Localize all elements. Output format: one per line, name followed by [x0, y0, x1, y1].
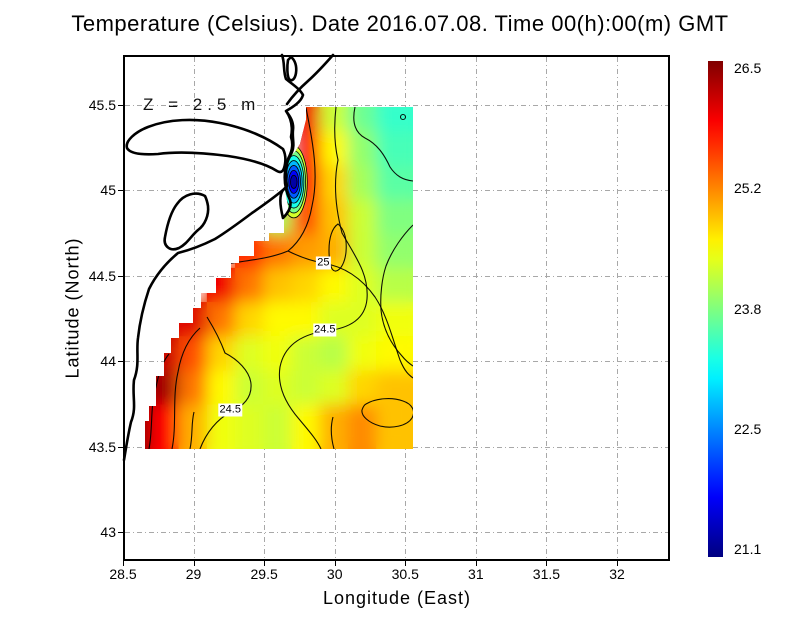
- y-tick-label: 43: [100, 524, 116, 540]
- x-tick-label: 31: [468, 566, 484, 582]
- colorbar-tick-label: 21.1: [734, 541, 762, 557]
- gridline-horizontal: [125, 105, 668, 106]
- gridline-horizontal: [125, 446, 668, 448]
- x-tick-label: 32: [609, 566, 625, 582]
- y-tick-mark: [118, 361, 123, 363]
- y-tick-mark: [118, 275, 123, 277]
- x-tick-mark: [123, 561, 124, 566]
- plot-title: Temperature (Celsius). Date 2016.07.08. …: [71, 11, 729, 36]
- x-tick-mark: [193, 561, 195, 566]
- gridline-vertical: [193, 57, 195, 559]
- x-tick-mark: [546, 561, 548, 566]
- gridline-vertical: [405, 57, 407, 559]
- y-axis-title: Latitude (North): [62, 237, 83, 379]
- contour-label: 25: [316, 256, 331, 270]
- gridline-vertical: [475, 57, 477, 559]
- x-tick-mark: [405, 561, 407, 566]
- y-tick-label: 44: [100, 353, 116, 370]
- gridline-vertical: [264, 57, 266, 559]
- x-tick-label: 30: [326, 566, 343, 582]
- gridline-horizontal: [125, 275, 668, 277]
- x-tick-mark: [264, 561, 266, 566]
- x-tick-label: 30.5: [391, 566, 419, 582]
- y-tick-mark: [118, 190, 123, 192]
- x-tick-label: 29: [185, 566, 202, 582]
- x-tick-label: 29.5: [250, 566, 278, 582]
- contour-label: 24.5: [218, 403, 242, 417]
- y-tick-mark: [118, 446, 123, 448]
- y-tick-mark: [118, 105, 123, 106]
- gridline-horizontal: [125, 361, 668, 363]
- gridline-horizontal: [125, 532, 668, 533]
- gridline-vertical: [546, 57, 548, 559]
- x-tick-label: 28.5: [109, 566, 137, 582]
- contour-label: 24.5: [313, 323, 337, 337]
- gridline-horizontal: [125, 190, 668, 192]
- colorbar: [708, 61, 723, 557]
- gridline-vertical: [616, 57, 618, 559]
- gridline-vertical: [334, 57, 336, 559]
- y-tick-label: 45: [100, 182, 116, 199]
- x-tick-label: 31.5: [532, 566, 561, 582]
- y-tick-label: 45.5: [88, 97, 116, 113]
- x-axis-title: Longitude (East): [322, 588, 472, 608]
- plot-area: [123, 55, 670, 561]
- colorbar-tick-label: 26.5: [734, 60, 762, 76]
- y-tick-label: 44.5: [88, 267, 116, 284]
- colorbar-tick-label: 22.5: [734, 420, 762, 437]
- x-tick-mark: [334, 561, 336, 566]
- depth-annotation: Z = 2.5 m: [143, 95, 261, 114]
- colorbar-tick-label: 23.8: [734, 300, 762, 317]
- x-tick-mark: [475, 561, 477, 566]
- colorbar-tick-label: 25.2: [734, 180, 762, 197]
- y-tick-mark: [118, 532, 123, 533]
- x-tick-mark: [616, 561, 618, 566]
- y-tick-label: 43.5: [88, 438, 116, 455]
